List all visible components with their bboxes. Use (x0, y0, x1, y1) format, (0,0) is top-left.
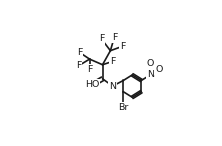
Text: F: F (112, 33, 117, 42)
Text: F: F (99, 34, 104, 43)
Text: O: O (156, 65, 163, 74)
Text: F: F (110, 57, 115, 66)
Text: O: O (147, 59, 154, 68)
Text: HO: HO (85, 80, 99, 89)
Text: N: N (109, 82, 116, 91)
Text: F: F (77, 48, 82, 57)
Text: N: N (147, 70, 154, 79)
Text: F: F (76, 61, 81, 70)
Text: Br: Br (118, 103, 129, 112)
Text: F: F (87, 65, 92, 74)
Text: F: F (120, 42, 125, 51)
